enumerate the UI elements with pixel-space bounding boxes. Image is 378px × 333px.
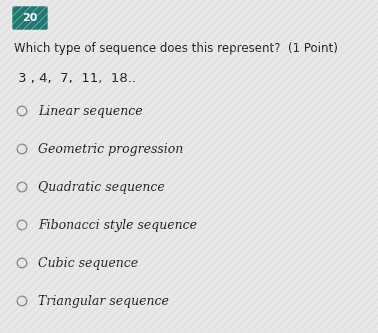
Text: Geometric progression: Geometric progression bbox=[38, 143, 183, 156]
Text: Which type of sequence does this represent?  (1 Point): Which type of sequence does this represe… bbox=[14, 42, 338, 55]
Text: Linear sequence: Linear sequence bbox=[38, 105, 143, 118]
Text: Quadratic sequence: Quadratic sequence bbox=[38, 180, 165, 193]
Text: Cubic sequence: Cubic sequence bbox=[38, 256, 138, 269]
Text: Triangular sequence: Triangular sequence bbox=[38, 294, 169, 307]
Text: 3 , 4,  7,  11,  18..: 3 , 4, 7, 11, 18.. bbox=[18, 72, 136, 85]
Text: 20: 20 bbox=[22, 13, 38, 23]
Text: Fibonacci style sequence: Fibonacci style sequence bbox=[38, 218, 197, 231]
FancyBboxPatch shape bbox=[13, 7, 47, 29]
